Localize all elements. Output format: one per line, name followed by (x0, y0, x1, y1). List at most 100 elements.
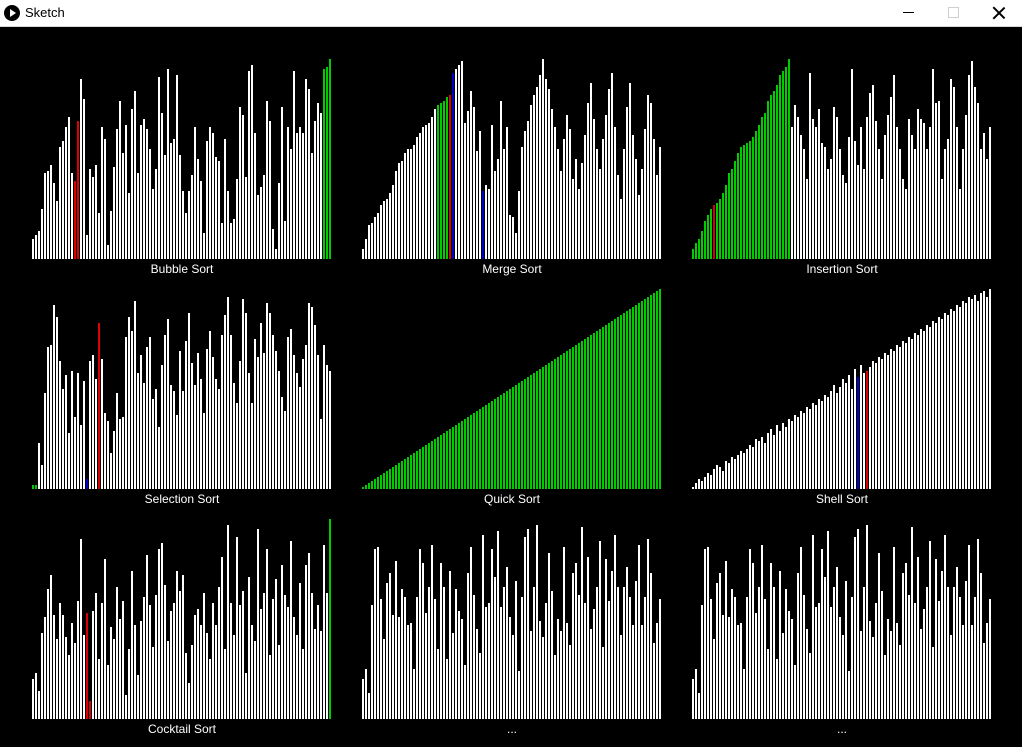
sort-bar (842, 635, 844, 719)
sort-bar (782, 633, 784, 719)
sort-bar (317, 605, 319, 719)
sort-bar (506, 567, 508, 719)
sort-bar (656, 623, 658, 719)
sort-bar (563, 547, 565, 719)
sort-bar (137, 675, 139, 719)
sort-bar (509, 389, 511, 489)
sort-bar (206, 633, 208, 719)
sketch-canvas[interactable]: Bubble Sort Merge Sort Insertion Sort Se… (2, 27, 1020, 745)
close-button[interactable] (976, 0, 1022, 26)
sort-bar (215, 157, 217, 259)
sort-bar (932, 69, 934, 259)
sort-bar (917, 557, 919, 719)
sort-bar (71, 173, 73, 259)
sort-bar (470, 547, 472, 719)
sort-bar (656, 175, 658, 259)
panel-label: Shell Sort (815, 492, 869, 506)
sort-bar (152, 189, 154, 259)
sort-bar (710, 599, 712, 719)
sort-bar (410, 455, 412, 489)
sort-bar (203, 413, 205, 489)
sort-bar (701, 605, 703, 719)
sort-bar (212, 357, 214, 489)
minimize-button[interactable] (885, 0, 931, 26)
sort-bar (815, 127, 817, 259)
sort-bar (68, 433, 70, 489)
sort-bar (377, 547, 379, 719)
sort-bar (929, 127, 931, 259)
sort-bar (650, 103, 652, 259)
title-bar[interactable]: Sketch (0, 0, 1022, 27)
sort-bar (122, 153, 124, 259)
sort-bar (761, 545, 763, 719)
sort-bar (173, 139, 175, 259)
sort-bar (833, 107, 835, 259)
sort-bar (146, 129, 148, 259)
sort-bar (167, 641, 169, 719)
sort-bar (413, 453, 415, 489)
sort-bar (488, 603, 490, 719)
panel-cocktail-sort: Cocktail Sort (32, 517, 332, 747)
maximize-button[interactable] (930, 0, 976, 26)
sort-bar (227, 191, 229, 259)
sort-bar (875, 603, 877, 719)
sort-bar (974, 87, 976, 259)
sort-bar (182, 391, 184, 489)
sort-bar (755, 613, 757, 719)
sort-bar (899, 149, 901, 259)
sort-bar (956, 305, 958, 489)
sort-bar (260, 323, 262, 489)
sort-bar (362, 679, 364, 719)
sort-bar (431, 441, 433, 489)
sort-bar (407, 457, 409, 489)
sort-bar (719, 573, 721, 719)
sort-bar (986, 297, 988, 489)
sort-bar (497, 397, 499, 489)
sort-bar (710, 209, 712, 259)
sort-bar (749, 445, 751, 489)
sort-bar (641, 169, 643, 259)
sort-bar (704, 477, 706, 489)
sort-bar (80, 539, 82, 719)
sort-bar (836, 117, 838, 259)
sort-bar (863, 169, 865, 259)
sort-bar (167, 319, 169, 489)
sort-bar (527, 121, 529, 259)
sort-bar (506, 127, 508, 259)
sort-bar (578, 189, 580, 259)
sort-bar (809, 409, 811, 489)
sort-bar (500, 607, 502, 719)
sort-bar (827, 531, 829, 719)
sort-bar (788, 419, 790, 489)
sort-bar (386, 583, 388, 719)
sort-bar (617, 175, 619, 259)
sort-bar (821, 549, 823, 719)
sort-bar (623, 149, 625, 259)
sort-bar (527, 529, 529, 719)
sort-bar (218, 161, 220, 259)
sort-bar (542, 367, 544, 489)
sort-bar (152, 647, 154, 719)
sort-bar (422, 127, 424, 259)
sort-bar (944, 535, 946, 719)
sort-bar (956, 567, 958, 719)
sort-bar (185, 653, 187, 719)
sort-bar (818, 603, 820, 719)
sort-bar (182, 575, 184, 719)
sort-bar (434, 599, 436, 719)
sort-bar (599, 169, 601, 259)
sort-bar (248, 577, 250, 719)
sort-bar (551, 361, 553, 489)
sort-bar (32, 679, 34, 719)
sort-bar (254, 133, 256, 259)
bar-plot (362, 287, 662, 489)
sort-bar (371, 481, 373, 489)
sort-bar (599, 541, 601, 719)
sort-bar (365, 239, 367, 259)
sort-bar (416, 597, 418, 719)
sort-bar (986, 159, 988, 259)
sort-bar (287, 337, 289, 489)
sort-bar (281, 565, 283, 719)
sort-bar (983, 291, 985, 489)
sort-bar (41, 209, 43, 259)
